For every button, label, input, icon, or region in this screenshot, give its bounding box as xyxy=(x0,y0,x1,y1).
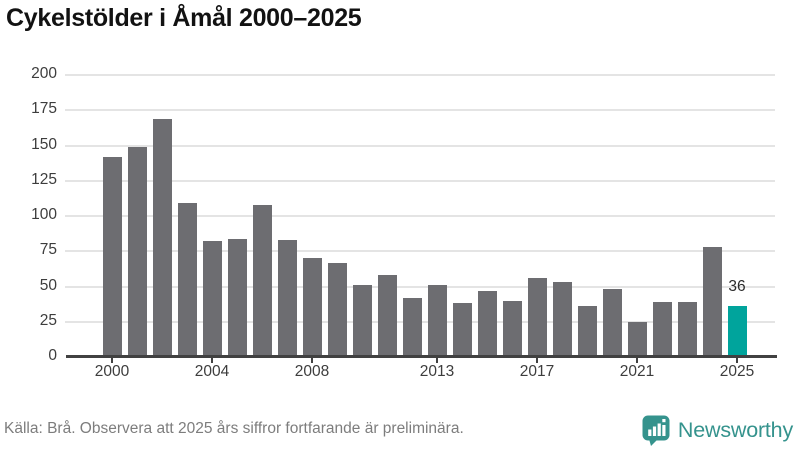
x-tick-label-2000: 2000 xyxy=(94,363,130,380)
gridline-150 xyxy=(65,144,775,147)
bar-2024 xyxy=(702,247,722,357)
bar-2016 xyxy=(502,300,522,357)
bar-2003 xyxy=(177,203,197,357)
bar-2015 xyxy=(477,290,497,357)
y-tick-label-200: 200 xyxy=(31,65,57,82)
source-note: Källa: Brå. Observera att 2025 års siffr… xyxy=(4,420,464,437)
bar-2012 xyxy=(402,297,422,357)
bar-2010 xyxy=(352,285,372,357)
bar-2000 xyxy=(102,156,122,357)
x-tick-label-2017: 2017 xyxy=(519,363,555,380)
bar-2001 xyxy=(127,146,147,357)
y-tick-label-25: 25 xyxy=(39,311,57,329)
x-tick-2021 xyxy=(636,357,638,363)
x-tick-label-2013: 2013 xyxy=(419,363,455,380)
bar-2022 xyxy=(652,302,672,357)
bar-2004 xyxy=(202,241,222,357)
bar-2025 xyxy=(727,306,747,357)
bar-2009 xyxy=(327,262,347,357)
newsworthy-logo: Newsworthy xyxy=(641,414,793,447)
y-tick-label-100: 100 xyxy=(31,206,57,223)
x-axis-line xyxy=(66,355,777,358)
gridline-50 xyxy=(65,285,775,288)
y-tick-label-75: 75 xyxy=(39,241,57,259)
newsworthy-speech-bubble-bar-chart-icon xyxy=(641,414,671,447)
y-tick-label-150: 150 xyxy=(31,135,57,153)
y-tick-label-50: 50 xyxy=(39,276,57,294)
bar-2018 xyxy=(552,282,572,357)
bar-2008 xyxy=(302,258,322,357)
bar-2017 xyxy=(527,278,547,357)
bar-2013 xyxy=(427,285,447,357)
bar-2011 xyxy=(377,275,397,357)
x-tick-2013 xyxy=(436,357,438,363)
x-tick-2017 xyxy=(536,357,538,363)
bar-2007 xyxy=(277,239,297,357)
bar-2006 xyxy=(252,204,272,357)
gridline-75 xyxy=(65,250,775,253)
x-tick-label-2008: 2008 xyxy=(294,363,330,380)
x-tick-label-2025: 2025 xyxy=(719,363,755,380)
x-tick-label-2021: 2021 xyxy=(619,363,655,380)
bar-2020 xyxy=(602,289,622,357)
x-tick-2000 xyxy=(111,357,113,363)
x-tick-2008 xyxy=(311,357,313,363)
gridline-100 xyxy=(65,215,775,217)
highlight-value-label: 36 xyxy=(728,278,746,296)
bar-2021 xyxy=(627,321,647,357)
newsworthy-logo-text: Newsworthy xyxy=(677,418,793,442)
y-tick-label-125: 125 xyxy=(31,170,57,188)
gridline-175 xyxy=(65,109,775,112)
y-tick-label-0: 0 xyxy=(48,347,57,364)
plot-area: 36 xyxy=(65,74,775,357)
x-tick-2025 xyxy=(736,357,738,363)
bar-2005 xyxy=(227,238,247,357)
y-tick-label-175: 175 xyxy=(31,100,57,118)
gridline-200 xyxy=(65,74,775,76)
x-tick-2004 xyxy=(211,357,213,363)
gridline-125 xyxy=(65,179,775,182)
bar-2019 xyxy=(577,306,597,357)
x-tick-label-2004: 2004 xyxy=(194,363,230,380)
bar-2023 xyxy=(677,302,697,357)
bar-2014 xyxy=(452,303,472,357)
chart-title: Cykelstölder i Åmål 2000–2025 xyxy=(6,4,362,32)
bar-2002 xyxy=(152,118,172,357)
